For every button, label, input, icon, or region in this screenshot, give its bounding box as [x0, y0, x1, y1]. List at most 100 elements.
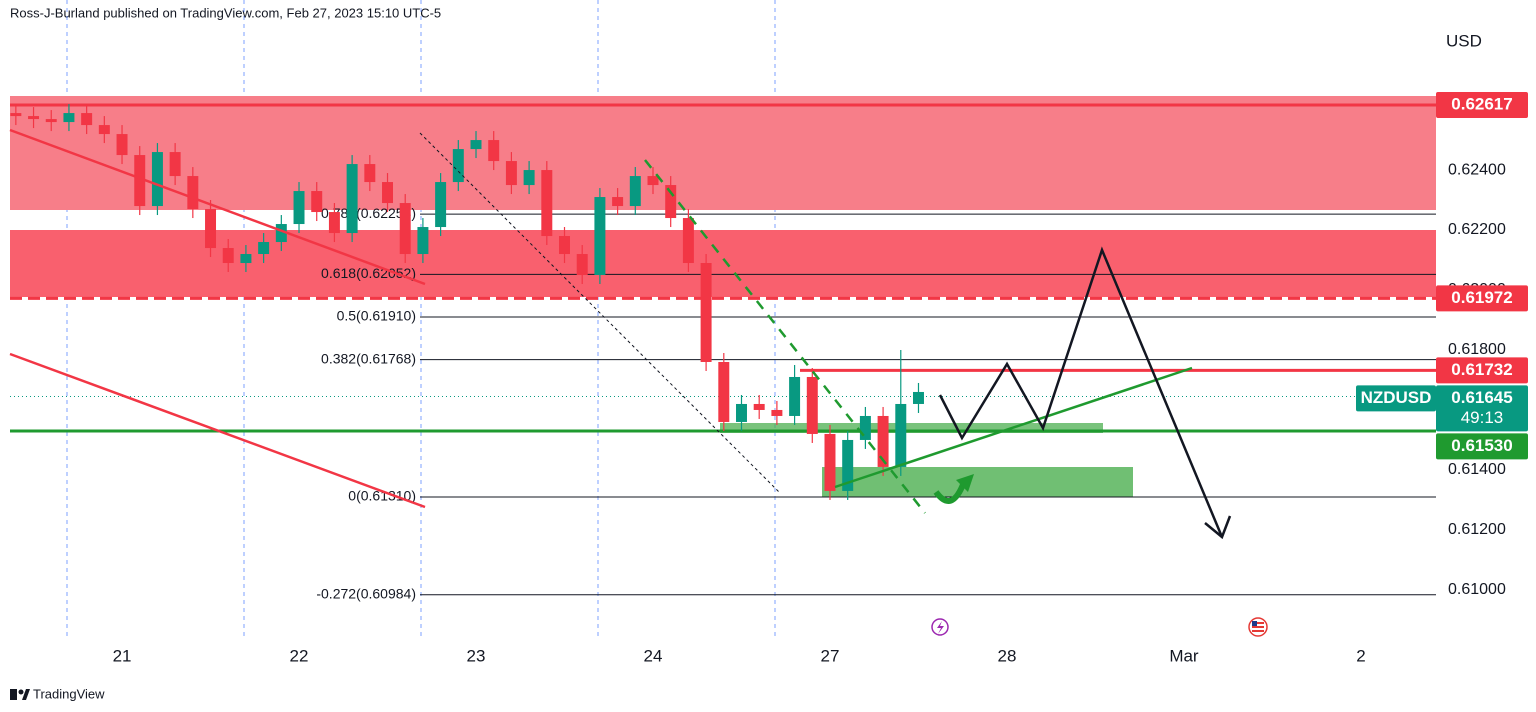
logo-mark: [10, 689, 17, 700]
candle-body: [258, 242, 270, 255]
candle-body: [576, 254, 588, 276]
attribution: Ross-J-Burland published on TradingView.…: [10, 5, 441, 20]
candle-body: [488, 140, 500, 162]
trend-line: [9, 352, 426, 509]
fib-level-label: 0.786(0.62253): [321, 205, 416, 221]
event-icon-glyph: [937, 621, 944, 634]
candle-body: [824, 433, 836, 491]
candle-body: [895, 403, 907, 467]
fib-level-label: 0.5(0.61910): [337, 308, 416, 324]
price-tag-label: 0.61972: [1451, 288, 1512, 307]
candle-body: [682, 218, 694, 264]
candle-body: [718, 361, 730, 422]
price-tag-label: 0.61645: [1451, 388, 1512, 407]
x-tick-label: Mar: [1169, 646, 1199, 665]
candle-body: [311, 191, 323, 213]
currency: USD: [1446, 31, 1482, 50]
candle-body: [240, 254, 252, 264]
x-tick-label: 2: [1356, 646, 1365, 665]
zones: [10, 96, 1436, 497]
candle-body: [470, 140, 482, 150]
price-tag-label: 0.61530: [1451, 436, 1512, 455]
y-tick-label: 0.61000: [1448, 581, 1506, 598]
bounce-arrow: [933, 480, 967, 504]
candle-body: [629, 176, 641, 207]
price-tag-label: 0.62617: [1451, 94, 1512, 113]
candle-body: [116, 134, 128, 156]
fib-layer: 0.786(0.62253) 0.618(0.62052) 0.5(0.61910)…: [316, 205, 1436, 601]
candle-body: [98, 125, 110, 135]
y-tick-label: 0.61200: [1448, 521, 1506, 538]
candle-body: [222, 248, 234, 264]
candle-body: [205, 209, 217, 249]
x-tick-label: 24: [644, 646, 663, 665]
candle-body: [771, 409, 783, 416]
candle-body: [559, 236, 570, 255]
y-tick-label: 0.62400: [1448, 161, 1506, 178]
candle-body: [63, 113, 75, 123]
flag-stripe: [1252, 626, 1264, 628]
trend-line: [9, 128, 426, 286]
candle-body: [789, 376, 801, 416]
candle-body: [505, 161, 517, 186]
candle-body: [594, 197, 606, 276]
candle-body: [134, 155, 146, 207]
logo-mark: [18, 689, 24, 695]
x-tick-label: 23: [467, 646, 486, 665]
support-zone: [822, 467, 1133, 497]
drawings: [9, 128, 1232, 540]
price-tag: [1436, 357, 1528, 384]
bounce-arrowhead: [956, 474, 974, 492]
flag-canton: [1252, 621, 1257, 626]
candle-body: [877, 415, 889, 467]
candle-body: [753, 403, 765, 410]
candle-body: [665, 185, 677, 219]
price-tag-label: 0.61732: [1451, 360, 1512, 379]
projection-arrowhead: [1204, 515, 1232, 540]
candle-layer: [10, 104, 924, 500]
y-tick-label: 0.61400: [1448, 461, 1506, 478]
flag-stripe: [1252, 630, 1264, 632]
candle-body: [10, 113, 22, 117]
logo-mark: [22, 689, 30, 700]
fib-level-label: 0.382(0.61768): [321, 350, 416, 366]
x-tick-label: 27: [821, 646, 840, 665]
symbol-tag-label: NZDUSD: [1361, 388, 1432, 407]
price-tag-countdown: 49:13: [1461, 408, 1504, 427]
footer: TradingView: [10, 686, 105, 701]
candle-body: [364, 164, 376, 183]
brand: TradingView: [33, 686, 105, 701]
candle-body: [859, 415, 871, 440]
fib-level-label: -0.272(0.60984): [316, 585, 416, 601]
support-zone: [720, 423, 1103, 433]
candle-body: [81, 113, 93, 126]
resistance-zone: [10, 230, 1436, 297]
trend-line: [834, 366, 1193, 489]
price-tag: [1436, 285, 1528, 312]
symbol-tag: [1356, 385, 1436, 412]
price-tag: [1436, 385, 1528, 432]
candle-body: [328, 212, 340, 234]
x-tick-label: 21: [113, 646, 132, 665]
candle-body: [700, 263, 712, 362]
fib-level-label: 0(0.61310): [348, 488, 416, 504]
fib-level-label: 0.618(0.62052): [321, 265, 416, 281]
y-tick-label: 0.61800: [1448, 341, 1506, 358]
y-tick-label: 0.62200: [1448, 221, 1506, 238]
candle-body: [647, 176, 659, 186]
candle-body: [612, 197, 624, 207]
candle-body: [523, 170, 535, 186]
candle-body: [382, 182, 394, 204]
candle-body: [806, 376, 818, 434]
candle-body: [293, 191, 305, 225]
projection-path: [938, 246, 1224, 538]
candle-body: [45, 119, 57, 123]
candle-body: [169, 152, 181, 177]
candle-body: [399, 203, 411, 255]
candle-body: [736, 403, 747, 422]
candle-body: [275, 224, 287, 243]
flag-stripe: [1252, 622, 1264, 624]
